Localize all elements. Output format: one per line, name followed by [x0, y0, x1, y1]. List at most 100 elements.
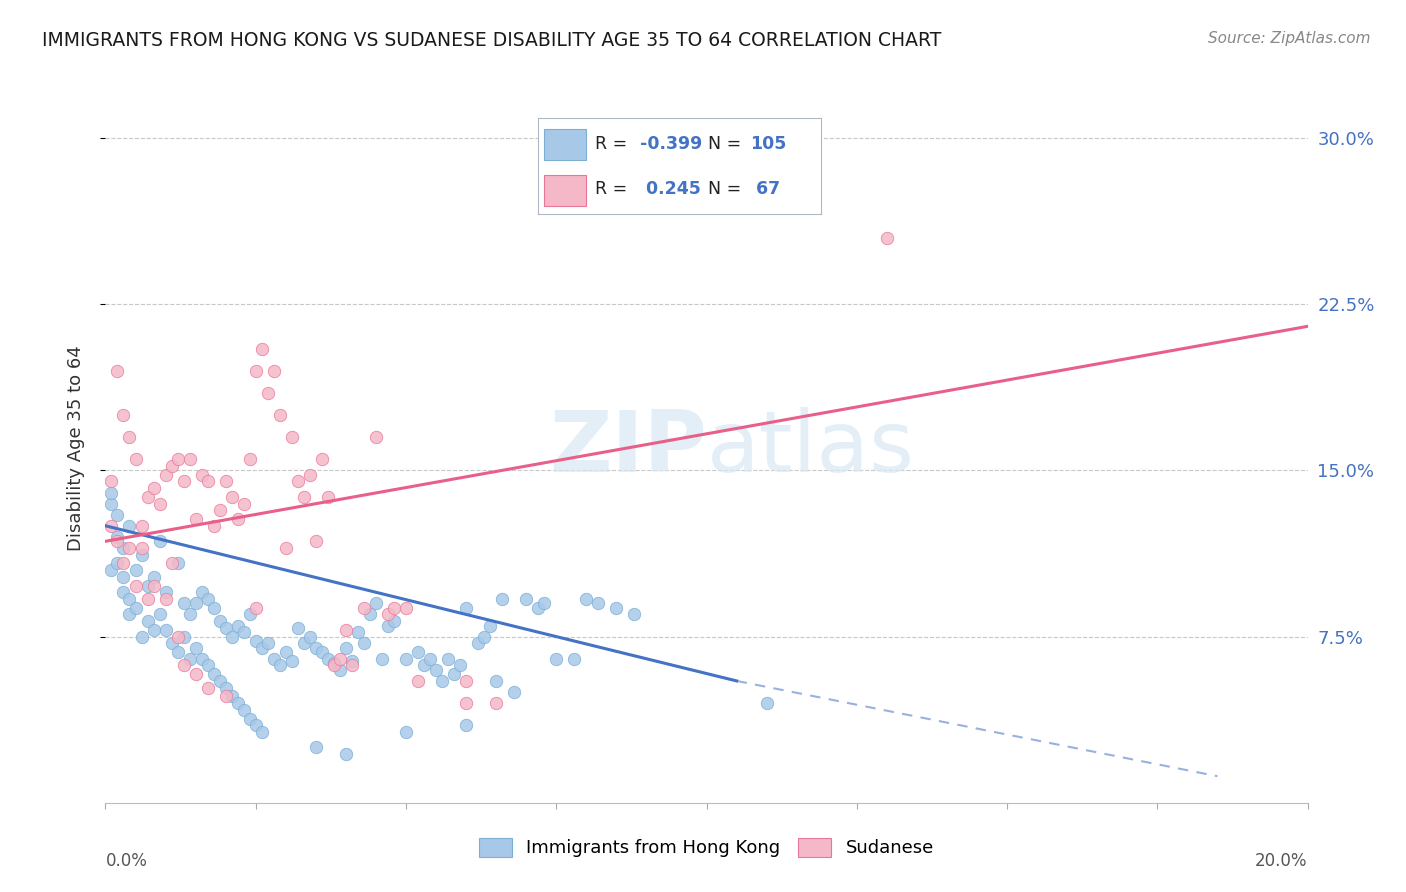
Point	[107, 534, 129, 549]
Point	[575, 591, 598, 606]
Point	[256, 636, 278, 650]
Point	[202, 518, 225, 533]
Point	[527, 600, 550, 615]
Point	[179, 452, 201, 467]
Point	[359, 607, 381, 622]
Point	[269, 408, 291, 422]
Point	[107, 364, 129, 378]
Point	[142, 623, 165, 637]
Point	[100, 485, 122, 500]
Point	[281, 430, 304, 444]
Point	[406, 645, 429, 659]
Point	[232, 703, 254, 717]
Text: ZIP: ZIP	[548, 407, 707, 490]
Point	[335, 747, 357, 761]
Point	[316, 652, 339, 666]
Point	[124, 563, 146, 577]
Point	[124, 600, 146, 615]
Point	[454, 696, 477, 710]
Point	[353, 600, 375, 615]
Point	[245, 718, 267, 732]
Point	[136, 579, 159, 593]
Point	[100, 497, 122, 511]
Point	[190, 467, 212, 482]
Point	[256, 385, 278, 400]
Point	[515, 591, 537, 606]
Point	[245, 600, 267, 615]
Legend: Immigrants from Hong Kong, Sudanese: Immigrants from Hong Kong, Sudanese	[472, 830, 941, 864]
Point	[100, 475, 122, 489]
Point	[173, 596, 195, 610]
Point	[112, 570, 135, 584]
Point	[184, 667, 207, 681]
Point	[124, 452, 146, 467]
Point	[316, 490, 339, 504]
Point	[292, 490, 315, 504]
Point	[107, 508, 129, 522]
Point	[287, 475, 309, 489]
Point	[239, 712, 262, 726]
Point	[250, 640, 273, 655]
Point	[221, 490, 243, 504]
Point	[467, 636, 489, 650]
Point	[131, 518, 153, 533]
Point	[425, 663, 447, 677]
Point	[107, 557, 129, 571]
Point	[136, 614, 159, 628]
Point	[298, 467, 321, 482]
Point	[173, 475, 195, 489]
Point	[263, 364, 285, 378]
Point	[382, 600, 405, 615]
Point	[131, 630, 153, 644]
Point	[245, 364, 267, 378]
Point	[340, 654, 363, 668]
Point	[155, 591, 177, 606]
Point	[377, 607, 399, 622]
Point	[485, 673, 508, 688]
Point	[226, 696, 249, 710]
Point	[419, 652, 441, 666]
Point	[395, 600, 418, 615]
Point	[202, 600, 225, 615]
Text: IMMIGRANTS FROM HONG KONG VS SUDANESE DISABILITY AGE 35 TO 64 CORRELATION CHART: IMMIGRANTS FROM HONG KONG VS SUDANESE DI…	[42, 31, 942, 50]
Point	[202, 667, 225, 681]
Point	[214, 621, 236, 635]
Point	[472, 630, 495, 644]
Y-axis label: Disability Age 35 to 64: Disability Age 35 to 64	[66, 345, 84, 551]
Point	[179, 652, 201, 666]
Point	[118, 607, 141, 622]
Point	[214, 475, 236, 489]
Point	[443, 667, 465, 681]
Point	[166, 557, 188, 571]
Point	[166, 630, 188, 644]
Point	[124, 579, 146, 593]
Point	[208, 673, 231, 688]
Point	[136, 591, 159, 606]
Point	[232, 497, 254, 511]
Point	[148, 607, 170, 622]
Point	[449, 658, 471, 673]
Point	[406, 673, 429, 688]
Point	[155, 623, 177, 637]
Point	[605, 600, 627, 615]
Text: atlas: atlas	[707, 407, 914, 490]
Point	[155, 585, 177, 599]
Point	[208, 503, 231, 517]
Point	[377, 618, 399, 632]
Point	[623, 607, 645, 622]
Point	[160, 458, 183, 473]
Point	[298, 630, 321, 644]
Point	[118, 518, 141, 533]
Point	[232, 625, 254, 640]
Point	[395, 724, 418, 739]
Point	[340, 658, 363, 673]
Point	[136, 490, 159, 504]
Point	[454, 600, 477, 615]
Point	[485, 696, 508, 710]
Point	[100, 563, 122, 577]
Point	[479, 618, 502, 632]
Point	[184, 596, 207, 610]
Point	[118, 541, 141, 555]
Point	[329, 652, 352, 666]
Point	[239, 607, 262, 622]
